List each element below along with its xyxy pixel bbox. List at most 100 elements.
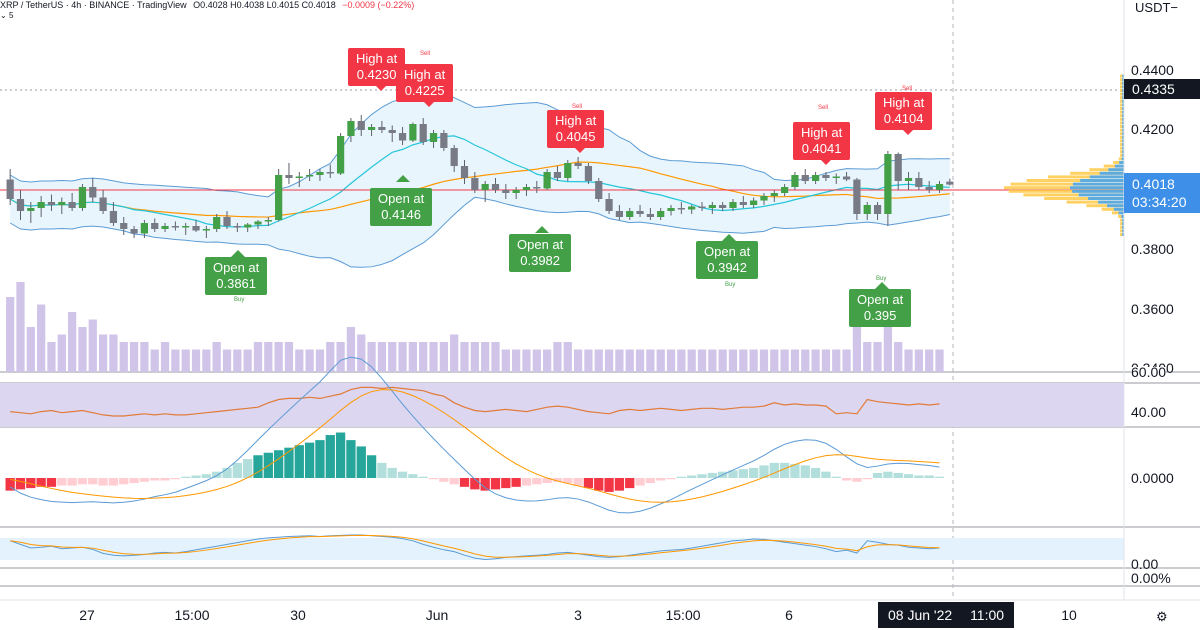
candle-body (915, 178, 923, 187)
volume-profile-bar-value-area (1122, 225, 1124, 229)
volume-bar (264, 342, 273, 372)
volume-profile-bar-value-area (1121, 215, 1124, 218)
candle-body (781, 187, 789, 193)
volume-profile-bar-value-area (1078, 193, 1124, 197)
macd-histogram-bar (676, 476, 687, 478)
macd-histogram-bar (470, 478, 480, 490)
volume-profile-bar (1120, 78, 1124, 82)
volume-profile-bar-value-area (1122, 218, 1124, 222)
symbol-title[interactable]: XRP / TetherUS · 4h · BINANCE · TradingV… (0, 0, 187, 10)
rsi-line (10, 386, 940, 417)
macd-histogram-bar (67, 478, 77, 486)
volume-bar (202, 349, 211, 372)
volume-bar (191, 349, 201, 372)
volume-bar (47, 342, 56, 372)
volume-bar (212, 342, 221, 372)
macd-histogram-bar (604, 478, 614, 492)
volume-bar (37, 304, 46, 372)
candle-body (275, 175, 283, 220)
volume-bar (780, 349, 789, 372)
volume-profile-bar-value-area (1122, 153, 1124, 157)
candle-body (760, 196, 768, 201)
volume-bar (883, 327, 893, 372)
candle-body (636, 211, 644, 214)
candle-body (750, 200, 758, 205)
macd-histogram-bar (687, 475, 697, 478)
volume-bar (594, 349, 603, 372)
macd-histogram-bar (222, 467, 232, 478)
volume-bar (88, 319, 97, 372)
candle-body (202, 229, 210, 231)
volume-profile-bar-value-area (1122, 78, 1124, 82)
volume-profile-bar (1047, 175, 1124, 179)
time-tick: 27 (79, 607, 95, 623)
macd-histogram-bar (449, 478, 459, 485)
volume-bar (656, 349, 665, 372)
buy-marker-2: Buy (725, 282, 736, 288)
macd-histogram-bar (36, 478, 46, 487)
volume-bar (904, 349, 913, 372)
candle-body (481, 184, 489, 190)
macd-histogram-bar (511, 478, 521, 487)
volume-profile-bar (1118, 157, 1124, 161)
candle-body (182, 226, 190, 228)
candle-body (409, 124, 417, 141)
macd-histogram-bar (800, 465, 810, 478)
symbol-header: XRP / TetherUS · 4h · BINANCE · TradingV… (0, 0, 418, 10)
macd-histogram-bar (129, 478, 139, 484)
candle-body (884, 154, 892, 214)
macd-histogram-bar (748, 467, 759, 478)
candle-body (491, 184, 500, 190)
candle-body (120, 223, 128, 229)
macd-histogram-bar (77, 478, 88, 485)
macd-histogram-bar (88, 478, 98, 485)
volume-bar (811, 349, 820, 372)
volume-profile-bar (1120, 99, 1124, 103)
volume-bar (326, 342, 335, 372)
volume-profile-bar-value-area (1098, 200, 1124, 204)
volume-bar (295, 349, 304, 372)
volume-profile-bar-value-area (1070, 186, 1124, 190)
candle-body (171, 226, 179, 228)
settings-gear-icon[interactable]: ⚙ (1156, 609, 1168, 624)
macd-histogram-bar (852, 478, 862, 482)
macd-histogram-bar (480, 478, 490, 491)
high-pointer-2 (422, 100, 436, 107)
volume-profile-bar-value-area (1122, 85, 1124, 89)
volume-bar (832, 349, 841, 372)
volume-profile-bar-value-area (1107, 204, 1124, 208)
volume-profile-bar (1111, 211, 1124, 215)
buy-marker-1: Buy (234, 297, 245, 303)
candle-body (729, 202, 737, 208)
open-signal-3: Open at 0.3982 (509, 234, 572, 272)
candle-body (688, 206, 696, 210)
macd-histogram-bar (862, 478, 872, 480)
currency-label[interactable]: USDT− (1135, 0, 1178, 15)
macd-histogram-bar (872, 472, 883, 478)
volume-bar (367, 342, 376, 372)
candle-body (832, 176, 840, 178)
volume-profile-bar (1120, 103, 1124, 107)
macd-histogram-bar (563, 478, 573, 484)
macd-histogram-bar (315, 440, 325, 478)
macd-histogram-bar (191, 475, 201, 478)
candle-body (873, 205, 882, 214)
macd-histogram-bar (583, 478, 594, 489)
volume-bar (398, 342, 407, 372)
volume-profile-bar (1118, 215, 1124, 218)
candle-body (78, 187, 87, 208)
candle-body (130, 229, 138, 234)
volume-bar (181, 349, 190, 372)
candle-body (233, 226, 241, 228)
volume-profile-bar (1008, 189, 1124, 193)
volume-profile-bar-value-area (1122, 114, 1124, 118)
macd-histogram-bar (397, 471, 408, 478)
indicator-legend[interactable]: ⌄ 5 (0, 11, 14, 20)
macd-histogram-bar (408, 474, 418, 478)
candle-body (553, 172, 562, 178)
volume-profile-bar-value-area (1088, 197, 1124, 200)
volume-profile-bar (1120, 110, 1124, 114)
volume-profile-bar-value-area (1122, 125, 1124, 128)
